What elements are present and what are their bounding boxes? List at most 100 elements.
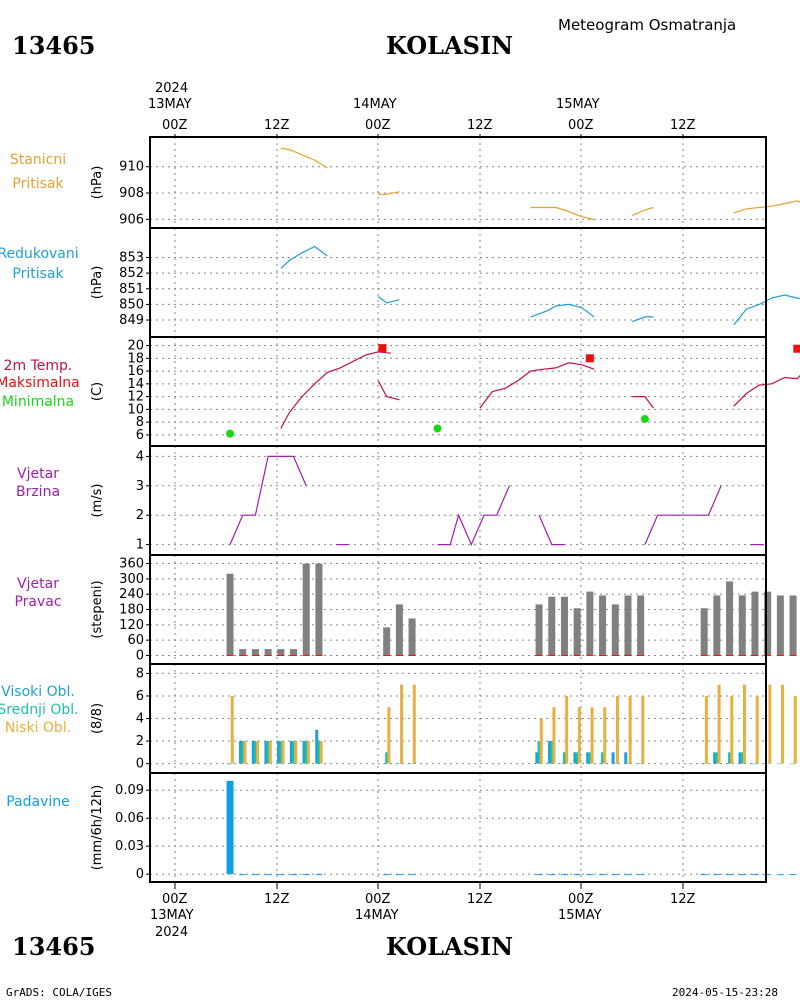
precip-bar bbox=[764, 874, 772, 876]
cloud-bar bbox=[577, 707, 581, 764]
precip-bar bbox=[637, 874, 645, 876]
series-line bbox=[280, 351, 391, 429]
y-tick-label: 2 bbox=[136, 508, 144, 523]
y-tick-label: 0.06 bbox=[115, 811, 144, 826]
y-tick-label: 4 bbox=[136, 712, 144, 727]
panel-label: Pritisak bbox=[12, 176, 64, 192]
y-tick-label: 8 bbox=[136, 415, 144, 430]
cloud-bar bbox=[387, 707, 391, 764]
cloud-bar bbox=[611, 752, 615, 764]
cloud-bar bbox=[590, 707, 594, 764]
cloud-bar bbox=[728, 752, 732, 764]
wind-direction-bar bbox=[776, 595, 784, 656]
cloud-bar bbox=[281, 741, 285, 764]
wind-direction-bar bbox=[611, 604, 619, 656]
wind-direction-bar bbox=[408, 618, 416, 656]
series-line bbox=[733, 374, 800, 407]
cloud-bar bbox=[715, 752, 719, 764]
cloud-bar bbox=[319, 741, 323, 764]
panel-label: Brzina bbox=[16, 484, 60, 500]
y-tick-label: 910 bbox=[119, 160, 144, 175]
cloud-bar bbox=[725, 763, 729, 765]
station-id-bottom: 13465 bbox=[12, 932, 96, 961]
panel-label: Padavine bbox=[6, 794, 70, 810]
wind-direction-bar bbox=[290, 649, 298, 656]
y-tick-label: 12 bbox=[127, 390, 144, 405]
cloud-bar bbox=[751, 763, 755, 765]
cloud-bar bbox=[228, 763, 232, 765]
cloud-bar bbox=[408, 763, 412, 765]
y-tick-label: 0.09 bbox=[115, 783, 144, 798]
panel-label: Pravac bbox=[14, 594, 61, 610]
series-line bbox=[479, 362, 595, 409]
panel-label: Redukovani bbox=[0, 246, 79, 262]
y-tick-label: 16 bbox=[127, 364, 144, 379]
precip-bar bbox=[751, 874, 759, 876]
panel-1: 906 908 910 (hPa) Stanicni Pritisak bbox=[10, 136, 800, 229]
wind-direction-bar bbox=[239, 649, 247, 656]
wind-direction-bar bbox=[637, 595, 645, 656]
y-tick-label: 4 bbox=[136, 449, 144, 464]
y-tick-label: 6 bbox=[136, 428, 144, 443]
cloud-bar bbox=[702, 763, 706, 765]
cloud-bar bbox=[613, 763, 617, 765]
series-line bbox=[538, 514, 565, 546]
meteogram-panels: 906908910(hPa)StanicniPritisak8498508518… bbox=[0, 136, 800, 883]
series-line bbox=[437, 485, 510, 547]
y-tick-label: 14 bbox=[127, 377, 144, 392]
precip-bar bbox=[611, 874, 619, 876]
station-id-top: 13465 bbox=[12, 31, 96, 60]
y-tick-label: 240 bbox=[119, 587, 144, 602]
cloud-bar bbox=[778, 763, 782, 765]
y-axis-unit: (m/s) bbox=[90, 484, 105, 518]
meteogram-title: Meteogram Osmatranja bbox=[558, 16, 736, 34]
cloud-bar bbox=[535, 752, 539, 764]
wind-direction-bar bbox=[277, 649, 285, 656]
y-tick-label: 60 bbox=[127, 633, 144, 648]
wind-direction-bar bbox=[560, 596, 568, 656]
minimum-temp-marker bbox=[226, 429, 235, 438]
y-tick-label: 908 bbox=[119, 186, 144, 201]
panel-frame bbox=[149, 445, 767, 556]
y-tick-label: 852 bbox=[119, 266, 144, 281]
maximum-temp-marker bbox=[793, 344, 800, 353]
cloud-bar bbox=[791, 763, 795, 765]
date-bottom-2: 14MAY bbox=[355, 908, 399, 923]
panel-frame bbox=[149, 227, 767, 338]
cloud-bar bbox=[382, 763, 386, 765]
series-line bbox=[378, 191, 400, 195]
cloud-bar bbox=[781, 684, 785, 764]
cloud-bar bbox=[537, 741, 541, 764]
panel-label: Maksimalna bbox=[0, 375, 80, 391]
precip-bar bbox=[776, 874, 784, 876]
cloud-bar bbox=[641, 695, 645, 764]
precip-bar bbox=[251, 874, 259, 876]
y-tick-label: 6 bbox=[136, 689, 144, 704]
cloud-bar bbox=[730, 695, 734, 764]
cloud-bar bbox=[742, 684, 746, 764]
y-tick-label: 849 bbox=[119, 313, 144, 328]
wind-direction-bar bbox=[751, 591, 759, 656]
precip-bar bbox=[408, 874, 416, 876]
y-axis-unit: (hPa) bbox=[90, 166, 105, 200]
cloud-bar bbox=[277, 741, 281, 764]
wind-direction-bar bbox=[789, 595, 797, 656]
y-tick-label: 0 bbox=[136, 867, 144, 882]
wind-direction-bar bbox=[395, 604, 403, 656]
series-line bbox=[530, 206, 595, 220]
y-axis-unit: (8/8) bbox=[90, 703, 105, 734]
precip-bar bbox=[738, 874, 746, 876]
cloud-bar bbox=[294, 741, 298, 764]
hour-tick-label: 00Z bbox=[365, 118, 391, 133]
cloud-bar bbox=[256, 741, 260, 764]
y-tick-label: 120 bbox=[119, 618, 144, 633]
series-line bbox=[733, 294, 800, 326]
wind-direction-bar bbox=[586, 591, 594, 656]
cloud-bar bbox=[251, 741, 255, 764]
panel-label: Vjetar bbox=[17, 466, 59, 482]
hour-tick-label: 12Z bbox=[670, 118, 696, 133]
date-bottom-1: 13MAY bbox=[150, 908, 194, 923]
